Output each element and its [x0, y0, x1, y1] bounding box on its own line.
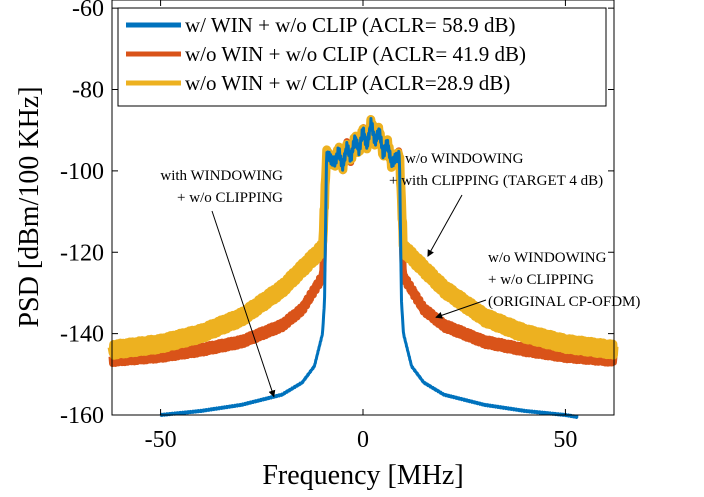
ticks-layer: -50 0 50 -160 -140 -120 -100 -80 -60	[60, 0, 614, 453]
annotation-text: w/o WINDOWING	[405, 151, 524, 167]
legend-label: w/o WIN + w/o CLIP (ACLR= 41.9 dB)	[185, 42, 526, 66]
annotation-text: + w/o CLIPPING	[488, 272, 594, 288]
y-tick-label: -60	[72, 0, 104, 22]
annotation-arrow	[211, 210, 276, 398]
annotation-text: + w/o CLIPPING	[177, 190, 283, 206]
y-tick-label: -160	[60, 403, 104, 429]
x-tick-label: 0	[357, 427, 369, 453]
y-tick-label: -100	[60, 159, 104, 185]
y-tick-label: -140	[60, 322, 104, 348]
series-layer	[107, 115, 619, 419]
y-tick-label: -120	[60, 240, 104, 266]
annotation-text: + with CLIPPING (TARGET 4 dB)	[389, 173, 603, 189]
annotation-text: (ORIGINAL CP-OFDM)	[488, 294, 640, 310]
x-tick-label: 50	[553, 427, 577, 453]
legend-label: w/o WIN + w/ CLIP (ACLR=28.9 dB)	[185, 71, 510, 95]
legend: w/ WIN + w/o CLIP (ACLR= 58.9 dB) w/o WIN…	[117, 7, 607, 107]
legend-label: w/ WIN + w/o CLIP (ACLR= 58.9 dB)	[185, 13, 516, 37]
annotation-arrow	[435, 299, 487, 319]
x-tick-label: -50	[145, 427, 177, 453]
annotation-arrow	[427, 194, 463, 257]
x-axis-title: Frequency [MHz]	[262, 460, 463, 491]
series-line-1	[159, 117, 579, 419]
y-tick-label: -80	[72, 78, 104, 104]
annotation-text: with WINDOWING	[160, 168, 283, 184]
annotation-layer: with WINDOWING + w/o CLIPPING w/o WINDOWIN…	[160, 151, 640, 398]
legend-box	[117, 7, 607, 107]
annotation-text: w/o WINDOWING	[488, 250, 607, 266]
y-axis-title: PSD [dBm/100 KHz]	[14, 86, 45, 327]
series-line-3	[107, 115, 619, 360]
